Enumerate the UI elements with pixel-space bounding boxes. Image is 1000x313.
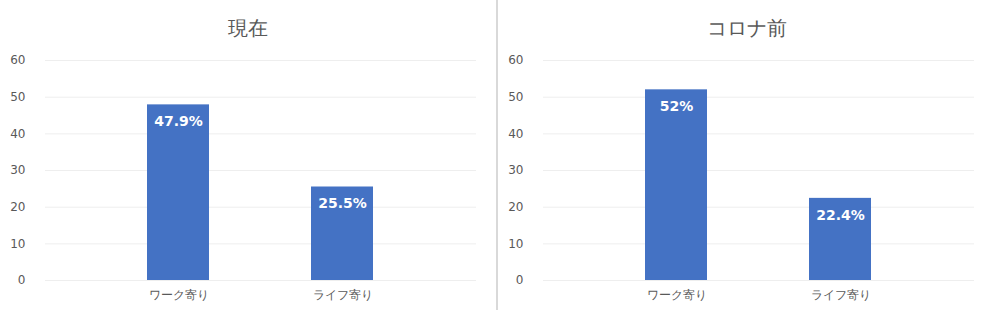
svg-text:40: 40 [10, 127, 25, 141]
svg-text:25.5%: 25.5% [318, 195, 367, 211]
svg-text:40: 40 [508, 127, 523, 141]
svg-text:30: 30 [508, 163, 523, 177]
svg-text:10: 10 [508, 237, 523, 251]
svg-text:20: 20 [508, 200, 523, 214]
svg-text:ライフ寄り: ライフ寄り [313, 288, 373, 302]
svg-text:ワーク寄り: ワーク寄り [149, 288, 209, 302]
svg-text:22.4%: 22.4% [816, 207, 865, 223]
svg-text:47.9%: 47.9% [154, 113, 203, 129]
svg-text:30: 30 [10, 163, 25, 177]
svg-text:ワーク寄り: ワーク寄り [647, 288, 707, 302]
svg-text:50: 50 [10, 90, 25, 104]
svg-text:50: 50 [508, 90, 523, 104]
svg-text:0: 0 [516, 273, 524, 287]
svg-text:10: 10 [10, 237, 25, 251]
svg-text:20: 20 [10, 200, 25, 214]
svg-text:60: 60 [10, 53, 25, 67]
svg-text:60: 60 [508, 53, 523, 67]
svg-text:ライフ寄り: ライフ寄り [811, 288, 871, 302]
html-text:コロナ前: コロナ前 [707, 16, 787, 40]
html-text:現在: 現在 [228, 16, 268, 40]
svg-text:52%: 52% [660, 98, 694, 114]
svg-text:0: 0 [18, 273, 26, 287]
